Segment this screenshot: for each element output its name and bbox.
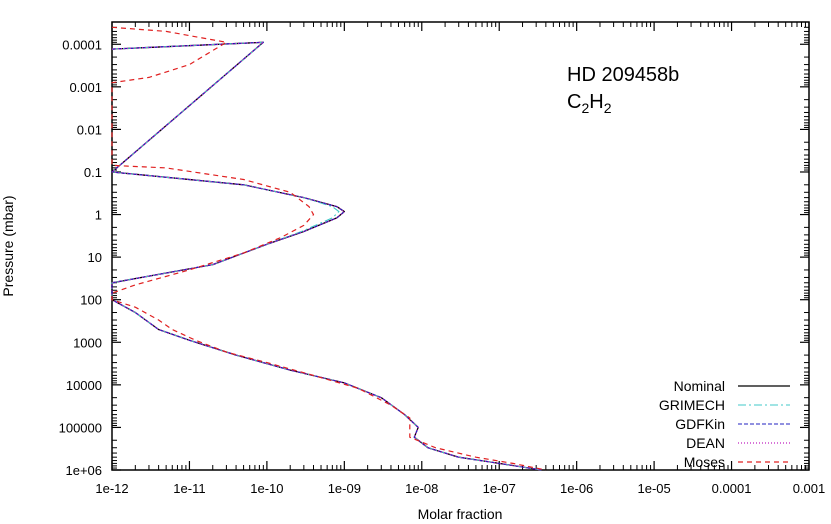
y-tick-label: 0.01	[77, 122, 102, 137]
species-c: C	[567, 91, 581, 113]
x-tick-label: 1e-10	[250, 481, 283, 496]
series-grimech-line	[111, 41, 542, 471]
series-layer	[111, 26, 546, 471]
y-tick-labels: 0.0001 0.001 0.01 0.1 1 10 100 1000 10000 100000 1…	[59, 37, 102, 478]
legend-label: GRIMECH	[659, 397, 725, 413]
plot-frame	[111, 21, 810, 471]
legend-label: Moses	[684, 454, 725, 470]
series-moses-line	[111, 26, 546, 471]
x-tick-label: 1e-07	[483, 481, 516, 496]
series-gdfkin-line	[111, 41, 542, 471]
y-tick-label: 100000	[59, 420, 102, 435]
species-sub-2: 2	[604, 100, 612, 116]
x-tick-labels: 1e-12 1e-11 1e-10 1e-09 1e-08 1e-07 1e-06 1e-05…	[95, 481, 825, 496]
annotation-species: C2H2	[567, 91, 612, 116]
series-nominal-line	[111, 41, 542, 471]
legend-label: GDFKin	[675, 416, 725, 432]
y-tick-label: 10	[88, 250, 102, 265]
x-tick-label: 1e-09	[328, 481, 361, 496]
x-tick-label: 1e-08	[405, 481, 438, 496]
legend-label: Nominal	[674, 378, 725, 394]
y-tick-label: 1000	[73, 335, 102, 350]
y-axis-title: Pressure (mbar)	[0, 195, 16, 296]
x-tick-label: 1e-06	[560, 481, 593, 496]
species-sub-1: 2	[581, 100, 589, 116]
y-tick-label: 1e+06	[65, 463, 102, 478]
species-h: H	[589, 91, 603, 113]
axis-ticks	[111, 21, 810, 471]
y-tick-label: 0.0001	[62, 37, 102, 52]
y-tick-label: 0.001	[69, 80, 102, 95]
x-tick-label: 0.001	[793, 481, 826, 496]
x-tick-label: 0.0001	[712, 481, 752, 496]
x-axis-title: Molar fraction	[418, 506, 503, 522]
legend: Nominal GRIMECH GDFKin DEAN Moses	[659, 378, 790, 470]
x-tick-label: 1e-05	[637, 481, 670, 496]
y-tick-label: 1	[95, 208, 102, 223]
x-tick-label: 1e-11	[173, 481, 205, 496]
annotation-planet: HD 209458b	[567, 64, 679, 86]
legend-label: DEAN	[686, 435, 725, 451]
y-tick-label: 10000	[66, 378, 102, 393]
y-tick-label: 0.1	[84, 165, 102, 180]
y-tick-label: 100	[80, 293, 102, 308]
series-dean-line	[111, 41, 542, 471]
x-tick-label: 1e-12	[95, 481, 128, 496]
